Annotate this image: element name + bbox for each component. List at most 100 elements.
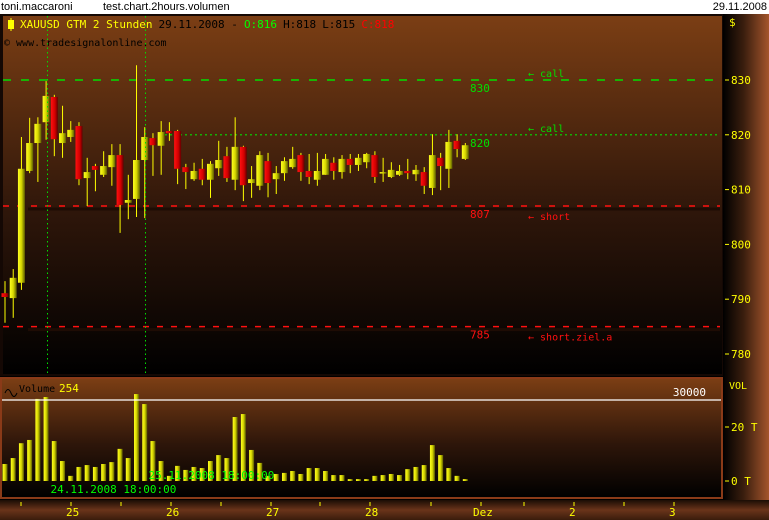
- candle-up: [313, 170, 321, 180]
- candle-up: [461, 145, 469, 159]
- volume-bar: [60, 461, 66, 481]
- candle-up: [412, 169, 420, 175]
- candle-down: [346, 158, 354, 165]
- marker-label-1: 24.11.2008 18:00:00: [51, 483, 177, 496]
- candle-down: [371, 155, 379, 177]
- level-value-label: 830: [470, 82, 490, 95]
- candle-up: [100, 166, 108, 175]
- candle-down: [149, 138, 157, 146]
- candle-up: [363, 153, 371, 163]
- volume-title: Volume: [19, 384, 55, 395]
- user-name: toni.maccaroni: [1, 1, 73, 13]
- volume-bar: [92, 466, 98, 481]
- volume-bar: [51, 441, 57, 481]
- volume-bar: [150, 441, 156, 481]
- volume-bar: [224, 458, 230, 481]
- candle-up: [26, 143, 34, 171]
- level-note-label: ← short.ziel.a: [528, 333, 612, 344]
- volume-bar: [142, 404, 148, 481]
- copyright-text: © www.tradesignalonline.com: [4, 38, 167, 49]
- quote-header: XAUUSD GTM 2 Stunden 29.11.2008 - O:816 H:8…: [20, 18, 394, 31]
- volume-bar: [43, 397, 49, 481]
- candle-up: [396, 170, 404, 175]
- volume-bar: [364, 479, 370, 481]
- volume-bar: [331, 475, 337, 481]
- candlestick-series: [1, 65, 469, 323]
- volume-bar: [446, 468, 452, 481]
- candle-up: [354, 157, 362, 165]
- candle-up: [83, 172, 91, 179]
- horizontal-levels[interactable]: 830 ← call 820 ← call 807 ← short 785 ← short.z…: [3, 69, 720, 344]
- volume-bars: [2, 394, 468, 481]
- volume-bar: [199, 468, 205, 481]
- volume-tick-label: 0 T: [731, 475, 751, 488]
- currency-label: $: [729, 16, 736, 29]
- volume-bar: [438, 455, 444, 481]
- candle-down: [1, 293, 9, 298]
- candle-up: [59, 133, 67, 144]
- price-tick-label: 800: [731, 238, 751, 251]
- chart-name: test.chart.2hours.volumen: [103, 1, 230, 13]
- candle-up: [42, 95, 50, 123]
- volume-axis-ticks: 20 T 0 T: [725, 421, 758, 488]
- title-date: 29.11.2008: [712, 1, 767, 13]
- volume-bar: [339, 475, 345, 481]
- price-tick-label: 790: [731, 293, 751, 306]
- day-label: 25: [66, 506, 79, 519]
- volume-bar: [462, 479, 468, 481]
- candle-up: [67, 129, 75, 137]
- time-axis[interactable]: [0, 500, 769, 520]
- candle-down: [182, 167, 190, 173]
- candle-up: [280, 161, 288, 174]
- candle-up: [190, 170, 198, 180]
- price-axis[interactable]: [723, 14, 769, 500]
- volume-bar: [35, 398, 41, 481]
- volume-bar: [117, 448, 123, 481]
- level-note-label: ← call: [528, 69, 564, 80]
- volume-last-value: 254: [59, 382, 79, 395]
- candle-down: [174, 130, 182, 169]
- candle-down: [165, 130, 173, 134]
- volume-bar: [347, 479, 353, 481]
- candle-up: [256, 155, 264, 186]
- candle-up: [445, 141, 453, 169]
- volume-bar: [421, 465, 427, 481]
- volume-bar: [27, 439, 33, 481]
- volume-bar: [158, 461, 164, 481]
- volume-bar: [405, 469, 411, 481]
- volume-bar: [380, 475, 386, 481]
- volume-bar: [273, 473, 279, 481]
- price-panel[interactable]: [3, 16, 722, 374]
- volume-bar: [355, 479, 361, 481]
- candle-up: [141, 136, 149, 161]
- candle-down: [420, 172, 428, 186]
- volume-bar: [18, 443, 24, 481]
- candle-up: [379, 172, 387, 174]
- volume-bar: [265, 475, 271, 481]
- level-note-label: ← call: [528, 124, 564, 135]
- candle-up: [387, 169, 395, 177]
- candle-up: [124, 200, 132, 203]
- candle-down: [437, 157, 445, 167]
- volume-bar: [290, 471, 296, 481]
- volume-bar: [397, 475, 403, 481]
- marker-label-2: 25.11.2008 18:00:00: [149, 469, 275, 482]
- price-axis-ticks: 830 820 810 800 790 780: [725, 74, 751, 361]
- day-label: 27: [266, 506, 279, 519]
- candle-up: [428, 155, 436, 188]
- volume-bar: [84, 465, 90, 481]
- volume-axis-label: VOL: [729, 381, 747, 392]
- candle-up: [157, 132, 165, 146]
- quote-close: C:818: [361, 18, 394, 31]
- day-label: 2: [569, 506, 576, 519]
- day-label: Dez: [473, 506, 493, 519]
- volume-bar: [2, 463, 8, 481]
- candle-up: [215, 160, 223, 169]
- volume-bar: [372, 475, 378, 481]
- volume-bar: [109, 462, 115, 481]
- candle-down: [223, 156, 231, 179]
- candle-up: [338, 158, 346, 173]
- volume-bar: [249, 449, 255, 481]
- candle-down: [239, 146, 247, 186]
